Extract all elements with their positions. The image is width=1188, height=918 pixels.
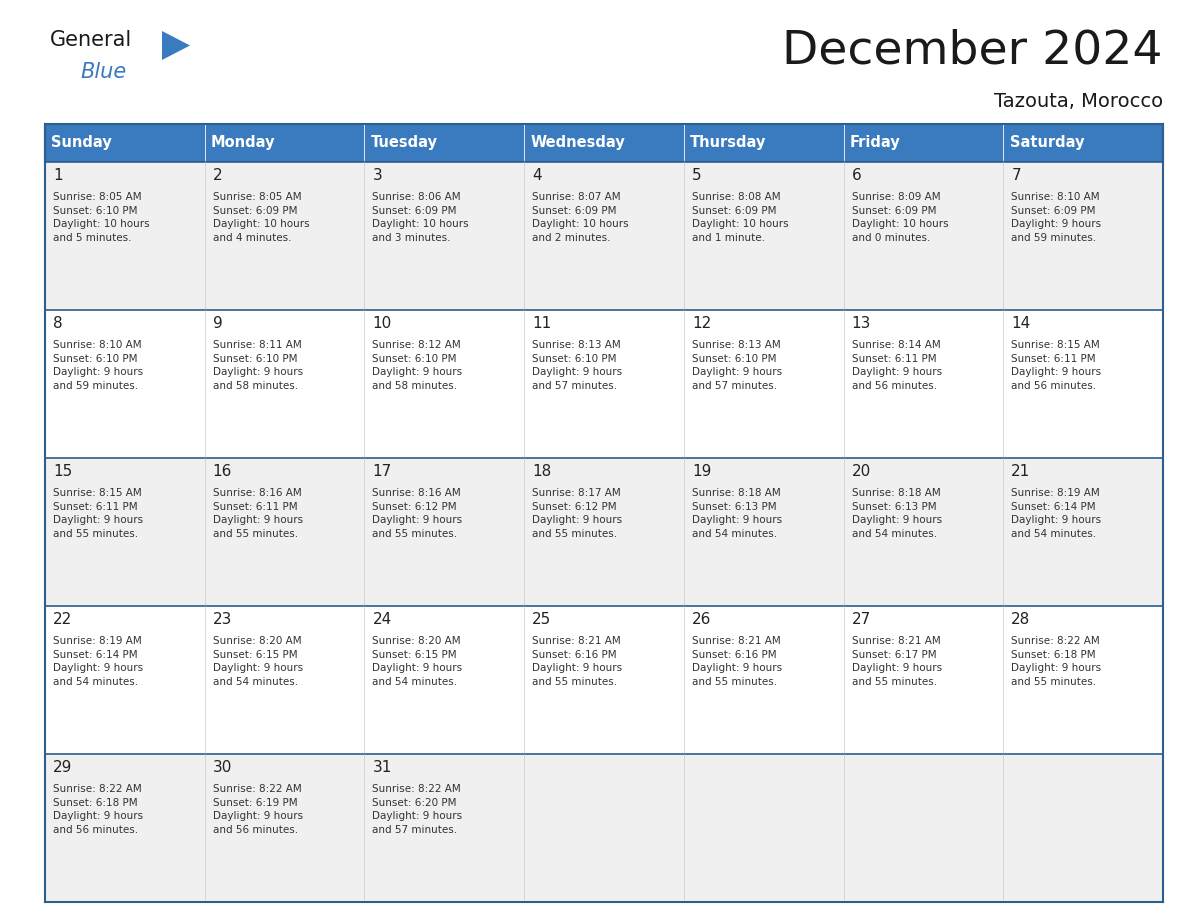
Text: 18: 18 [532, 464, 551, 479]
Text: 29: 29 [53, 760, 72, 775]
Bar [365, 124, 524, 162]
Text: Sunrise: 8:16 AM
Sunset: 6:11 PM
Daylight: 9 hours
and 55 minutes.: Sunrise: 8:16 AM Sunset: 6:11 PM Dayligh… [213, 488, 303, 539]
Text: Sunrise: 8:21 AM
Sunset: 6:16 PM
Daylight: 9 hours
and 55 minutes.: Sunrise: 8:21 AM Sunset: 6:16 PM Dayligh… [532, 636, 623, 687]
Text: 4: 4 [532, 168, 542, 183]
Text: 25: 25 [532, 612, 551, 627]
Text: Sunrise: 8:17 AM
Sunset: 6:12 PM
Daylight: 9 hours
and 55 minutes.: Sunrise: 8:17 AM Sunset: 6:12 PM Dayligh… [532, 488, 623, 539]
Text: Sunrise: 8:22 AM
Sunset: 6:20 PM
Daylight: 9 hours
and 57 minutes.: Sunrise: 8:22 AM Sunset: 6:20 PM Dayligh… [372, 784, 462, 834]
Text: Sunrise: 8:16 AM
Sunset: 6:12 PM
Daylight: 9 hours
and 55 minutes.: Sunrise: 8:16 AM Sunset: 6:12 PM Dayligh… [372, 488, 462, 539]
Text: 31: 31 [372, 760, 392, 775]
Text: Sunrise: 8:21 AM
Sunset: 6:17 PM
Daylight: 9 hours
and 55 minutes.: Sunrise: 8:21 AM Sunset: 6:17 PM Dayligh… [852, 636, 942, 687]
Text: Monday: Monday [211, 136, 276, 151]
Text: Thursday: Thursday [690, 136, 766, 151]
Text: 27: 27 [852, 612, 871, 627]
Text: Sunrise: 8:21 AM
Sunset: 6:16 PM
Daylight: 9 hours
and 55 minutes.: Sunrise: 8:21 AM Sunset: 6:16 PM Dayligh… [691, 636, 782, 687]
Text: 13: 13 [852, 316, 871, 331]
Text: Tazouta, Morocco: Tazouta, Morocco [994, 92, 1163, 111]
Text: Sunrise: 8:09 AM
Sunset: 6:09 PM
Daylight: 10 hours
and 0 minutes.: Sunrise: 8:09 AM Sunset: 6:09 PM Dayligh… [852, 192, 948, 242]
Text: Sunrise: 8:18 AM
Sunset: 6:13 PM
Daylight: 9 hours
and 54 minutes.: Sunrise: 8:18 AM Sunset: 6:13 PM Dayligh… [691, 488, 782, 539]
Text: 30: 30 [213, 760, 232, 775]
Bar [45, 606, 1163, 754]
Text: 14: 14 [1011, 316, 1030, 331]
Text: Sunrise: 8:13 AM
Sunset: 6:10 PM
Daylight: 9 hours
and 57 minutes.: Sunrise: 8:13 AM Sunset: 6:10 PM Dayligh… [691, 340, 782, 391]
Text: Friday: Friday [849, 136, 901, 151]
Text: 26: 26 [691, 612, 712, 627]
Bar [1004, 124, 1163, 162]
Text: 3: 3 [372, 168, 383, 183]
Bar [45, 124, 204, 162]
Text: Sunrise: 8:08 AM
Sunset: 6:09 PM
Daylight: 10 hours
and 1 minute.: Sunrise: 8:08 AM Sunset: 6:09 PM Dayligh… [691, 192, 789, 242]
Text: Sunrise: 8:07 AM
Sunset: 6:09 PM
Daylight: 10 hours
and 2 minutes.: Sunrise: 8:07 AM Sunset: 6:09 PM Dayligh… [532, 192, 628, 242]
Text: Sunrise: 8:19 AM
Sunset: 6:14 PM
Daylight: 9 hours
and 54 minutes.: Sunrise: 8:19 AM Sunset: 6:14 PM Dayligh… [1011, 488, 1101, 539]
Text: General: General [50, 30, 132, 50]
Text: Sunrise: 8:05 AM
Sunset: 6:09 PM
Daylight: 10 hours
and 4 minutes.: Sunrise: 8:05 AM Sunset: 6:09 PM Dayligh… [213, 192, 309, 242]
Text: 8: 8 [53, 316, 63, 331]
Text: Sunrise: 8:11 AM
Sunset: 6:10 PM
Daylight: 9 hours
and 58 minutes.: Sunrise: 8:11 AM Sunset: 6:10 PM Dayligh… [213, 340, 303, 391]
Text: Sunrise: 8:13 AM
Sunset: 6:10 PM
Daylight: 9 hours
and 57 minutes.: Sunrise: 8:13 AM Sunset: 6:10 PM Dayligh… [532, 340, 623, 391]
Text: 28: 28 [1011, 612, 1030, 627]
Text: 22: 22 [53, 612, 72, 627]
Text: Sunrise: 8:05 AM
Sunset: 6:10 PM
Daylight: 10 hours
and 5 minutes.: Sunrise: 8:05 AM Sunset: 6:10 PM Dayligh… [53, 192, 150, 242]
Text: Wednesday: Wednesday [531, 136, 625, 151]
Text: Sunrise: 8:18 AM
Sunset: 6:13 PM
Daylight: 9 hours
and 54 minutes.: Sunrise: 8:18 AM Sunset: 6:13 PM Dayligh… [852, 488, 942, 539]
Text: 16: 16 [213, 464, 232, 479]
Text: Sunrise: 8:19 AM
Sunset: 6:14 PM
Daylight: 9 hours
and 54 minutes.: Sunrise: 8:19 AM Sunset: 6:14 PM Dayligh… [53, 636, 143, 687]
Text: Sunrise: 8:22 AM
Sunset: 6:19 PM
Daylight: 9 hours
and 56 minutes.: Sunrise: 8:22 AM Sunset: 6:19 PM Dayligh… [213, 784, 303, 834]
Text: Sunrise: 8:20 AM
Sunset: 6:15 PM
Daylight: 9 hours
and 54 minutes.: Sunrise: 8:20 AM Sunset: 6:15 PM Dayligh… [213, 636, 303, 687]
Text: 2: 2 [213, 168, 222, 183]
Text: 15: 15 [53, 464, 72, 479]
Text: Tuesday: Tuesday [371, 136, 438, 151]
Text: 7: 7 [1011, 168, 1020, 183]
Bar [524, 124, 684, 162]
Text: 10: 10 [372, 316, 392, 331]
Text: 21: 21 [1011, 464, 1030, 479]
Text: December 2024: December 2024 [783, 28, 1163, 73]
Text: 19: 19 [691, 464, 712, 479]
Text: Blue: Blue [80, 62, 126, 82]
Text: 11: 11 [532, 316, 551, 331]
Text: Sunrise: 8:12 AM
Sunset: 6:10 PM
Daylight: 9 hours
and 58 minutes.: Sunrise: 8:12 AM Sunset: 6:10 PM Dayligh… [372, 340, 462, 391]
Text: 24: 24 [372, 612, 392, 627]
Bar [45, 162, 1163, 310]
Text: Sunrise: 8:10 AM
Sunset: 6:10 PM
Daylight: 9 hours
and 59 minutes.: Sunrise: 8:10 AM Sunset: 6:10 PM Dayligh… [53, 340, 143, 391]
Bar [204, 124, 365, 162]
Text: 9: 9 [213, 316, 222, 331]
Text: 6: 6 [852, 168, 861, 183]
Text: Sunrise: 8:20 AM
Sunset: 6:15 PM
Daylight: 9 hours
and 54 minutes.: Sunrise: 8:20 AM Sunset: 6:15 PM Dayligh… [372, 636, 462, 687]
Text: 12: 12 [691, 316, 712, 331]
Bar [684, 124, 843, 162]
Text: Sunrise: 8:15 AM
Sunset: 6:11 PM
Daylight: 9 hours
and 55 minutes.: Sunrise: 8:15 AM Sunset: 6:11 PM Dayligh… [53, 488, 143, 539]
Text: 1: 1 [53, 168, 63, 183]
Text: Sunday: Sunday [51, 136, 112, 151]
Text: Sunrise: 8:06 AM
Sunset: 6:09 PM
Daylight: 10 hours
and 3 minutes.: Sunrise: 8:06 AM Sunset: 6:09 PM Dayligh… [372, 192, 469, 242]
Polygon shape [162, 31, 190, 60]
Text: 20: 20 [852, 464, 871, 479]
Bar [45, 754, 1163, 902]
Text: Saturday: Saturday [1010, 136, 1085, 151]
Text: Sunrise: 8:10 AM
Sunset: 6:09 PM
Daylight: 9 hours
and 59 minutes.: Sunrise: 8:10 AM Sunset: 6:09 PM Dayligh… [1011, 192, 1101, 242]
Bar [45, 124, 1163, 162]
Text: Sunrise: 8:22 AM
Sunset: 6:18 PM
Daylight: 9 hours
and 56 minutes.: Sunrise: 8:22 AM Sunset: 6:18 PM Dayligh… [53, 784, 143, 834]
Bar [843, 124, 1004, 162]
Text: 17: 17 [372, 464, 392, 479]
Text: 5: 5 [691, 168, 701, 183]
Text: Sunrise: 8:15 AM
Sunset: 6:11 PM
Daylight: 9 hours
and 56 minutes.: Sunrise: 8:15 AM Sunset: 6:11 PM Dayligh… [1011, 340, 1101, 391]
Bar [45, 310, 1163, 458]
Text: 23: 23 [213, 612, 232, 627]
Text: Sunrise: 8:22 AM
Sunset: 6:18 PM
Daylight: 9 hours
and 55 minutes.: Sunrise: 8:22 AM Sunset: 6:18 PM Dayligh… [1011, 636, 1101, 687]
Bar [45, 458, 1163, 606]
Text: Sunrise: 8:14 AM
Sunset: 6:11 PM
Daylight: 9 hours
and 56 minutes.: Sunrise: 8:14 AM Sunset: 6:11 PM Dayligh… [852, 340, 942, 391]
